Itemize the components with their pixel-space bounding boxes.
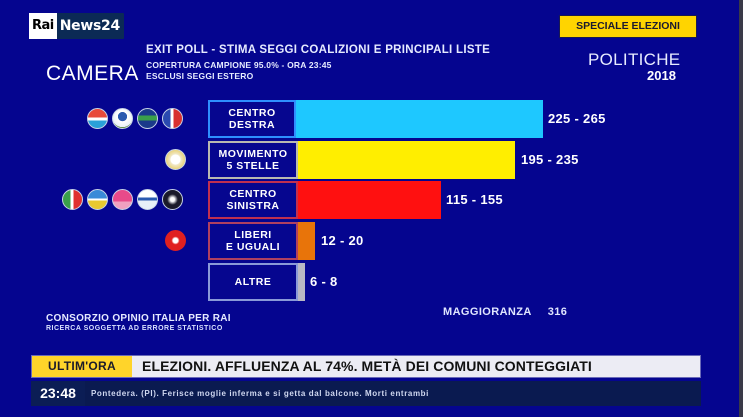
chamber-title: CAMERA — [46, 62, 139, 85]
party-logos — [165, 149, 186, 171]
speciale-elezioni-badge: SPECIALE ELEZIONI — [559, 15, 697, 38]
majority-annotation: MAGGIORANZA 316 — [443, 306, 567, 318]
event-year: 2018 — [647, 68, 676, 83]
logo-rai: Rai — [29, 13, 57, 39]
range-altre: 6 - 8 — [310, 274, 338, 289]
party-logo-icon — [62, 189, 83, 210]
party-logo-icon — [87, 189, 108, 210]
breaking-news-bar: ULTIM'ORA ELEZIONI. AFFLUENZA AL 74%. ME… — [31, 355, 701, 378]
bar-altre — [298, 263, 305, 301]
bar-row-centro-destra: CENTRO DESTRA 225 - 265 — [0, 100, 739, 138]
event-title: POLITICHE — [588, 50, 681, 69]
party-logo-icon — [162, 108, 183, 129]
party-logos — [62, 189, 183, 211]
party-logo-icon — [87, 108, 108, 129]
label-altre: ALTRE — [208, 263, 298, 301]
chart-title: EXIT POLL - STIMA SEGGI COALIZIONI E PRI… — [146, 44, 491, 56]
ticker-text: Pontedera. (PI). Ferisce moglie inferma … — [91, 389, 429, 398]
party-logo-icon — [112, 108, 133, 129]
range-centro-sinistra: 115 - 155 — [446, 192, 503, 207]
party-logo-icon — [112, 189, 133, 210]
label-liberi-e-uguali: LIBERI E UGUALI — [208, 222, 298, 260]
breaking-headline: ELEZIONI. AFFLUENZA AL 74%. METÀ DEI COM… — [142, 358, 592, 374]
bar-movimento-5-stelle — [298, 141, 515, 179]
rainews24-logo: Rai News24 — [29, 13, 124, 39]
party-logo-icon — [137, 189, 158, 210]
coverage-text: COPERTURA CAMPIONE 95.0% - ORA 23:45 — [146, 60, 332, 70]
range-liberi-e-uguali: 12 - 20 — [321, 233, 364, 248]
label-centro-destra: CENTRO DESTRA — [208, 100, 296, 138]
majority-value: 316 — [547, 306, 568, 318]
party-logo-icon — [165, 230, 186, 251]
exclusion-note: ESCLUSI SEGGI ESTERO — [146, 71, 254, 81]
source-text: CONSORZIO OPINIO ITALIA PER RAI — [46, 313, 231, 324]
news-ticker: 23:48 Pontedera. (PI). Ferisce moglie in… — [31, 381, 701, 406]
logo-news24: News24 — [59, 18, 120, 34]
majority-label: MAGGIORANZA — [443, 306, 532, 318]
party-logo-icon — [165, 149, 186, 170]
screen-edge — [739, 0, 743, 417]
bar-row-altre: ALTRE 6 - 8 — [0, 263, 739, 301]
range-centro-destra: 225 - 265 — [548, 111, 606, 126]
party-logos — [165, 230, 186, 252]
bar-liberi-e-uguali — [298, 222, 315, 260]
party-logo-icon — [162, 189, 183, 210]
party-logo-icon — [137, 108, 158, 129]
range-movimento-5-stelle: 195 - 235 — [521, 152, 579, 167]
party-logos — [87, 108, 183, 130]
bar-centro-destra — [296, 100, 543, 138]
bar-centro-sinistra — [298, 181, 441, 219]
bar-row-liberi-e-uguali: LIBERI E UGUALI 12 - 20 — [0, 222, 739, 260]
ultimora-label: ULTIM'ORA — [32, 356, 132, 377]
clock: 23:48 — [31, 381, 85, 406]
disclaimer-text: RICERCA SOGGETTA AD ERRORE STATISTICO — [46, 325, 223, 332]
bar-row-centro-sinistra: CENTRO SINISTRA 115 - 155 — [0, 181, 739, 219]
label-centro-sinistra: CENTRO SINISTRA — [208, 181, 298, 219]
label-movimento-5-stelle: MOVIMENTO 5 STELLE — [208, 141, 298, 179]
bar-row-movimento-5-stelle: MOVIMENTO 5 STELLE 195 - 235 — [0, 141, 739, 179]
